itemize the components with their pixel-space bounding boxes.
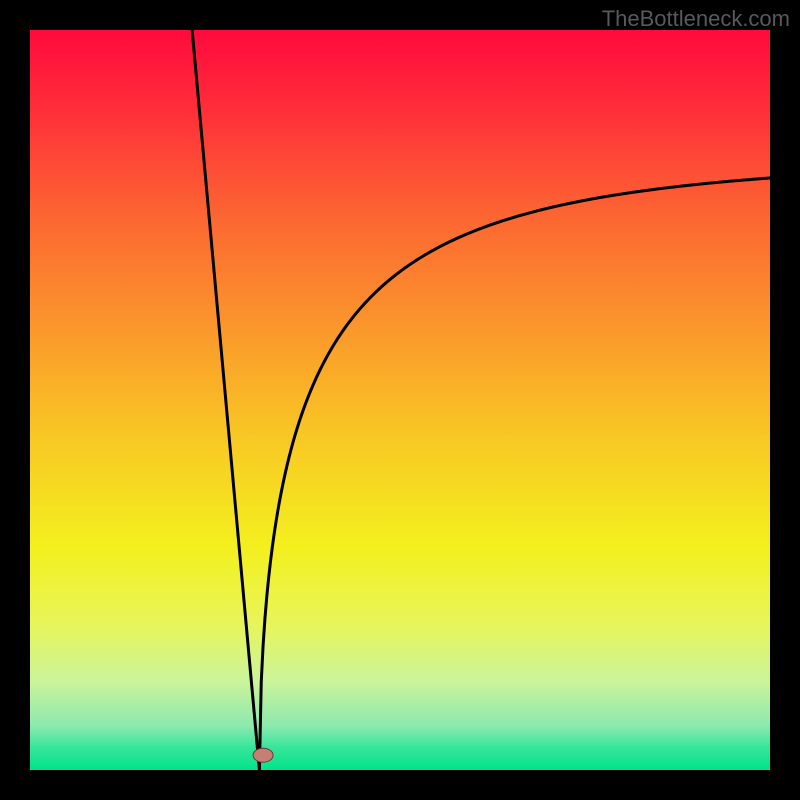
gradient-background <box>30 30 770 770</box>
minimum-marker <box>253 748 273 762</box>
plot-area <box>30 30 770 770</box>
watermark-text: TheBottleneck.com <box>602 6 790 32</box>
chart-svg <box>30 30 770 770</box>
chart-container: TheBottleneck.com <box>0 0 800 800</box>
